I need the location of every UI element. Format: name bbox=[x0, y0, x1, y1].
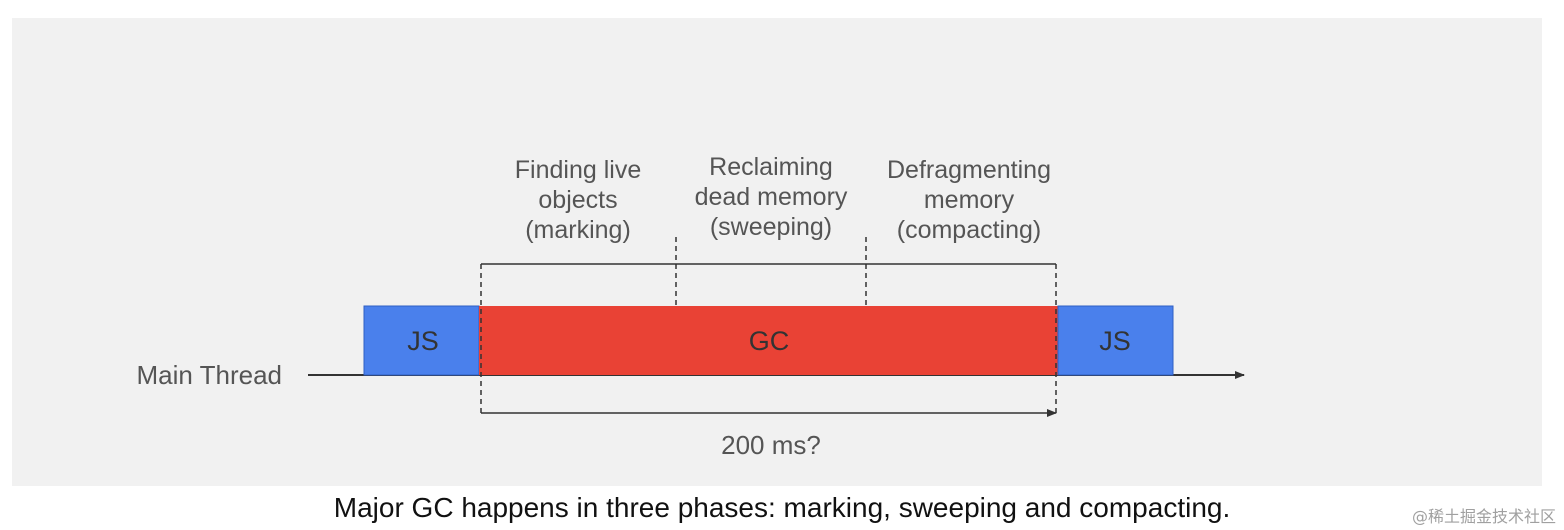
main-thread-label: Main Thread bbox=[137, 360, 283, 390]
phase-marking-line2: objects bbox=[538, 186, 617, 214]
js-block-before-label: JS bbox=[407, 326, 439, 356]
phase-compacting-label: Defragmenting memory (compacting) bbox=[887, 156, 1051, 244]
figure-caption: Major GC happens in three phases: markin… bbox=[333, 492, 1231, 523]
phase-sweeping-line2: dead memory bbox=[695, 183, 848, 211]
phase-compacting-line3: (compacting) bbox=[897, 216, 1042, 244]
phase-compacting-line1: Defragmenting bbox=[887, 156, 1051, 184]
phase-sweeping-line3: (sweeping) bbox=[710, 213, 832, 241]
phase-marking-line3: (marking) bbox=[525, 216, 631, 244]
phase-marking-line1: Finding live bbox=[515, 156, 641, 184]
watermark: @稀土掘金技术社区 bbox=[1411, 507, 1556, 526]
phase-marking-label: Finding live objects (marking) bbox=[515, 156, 641, 244]
js-block-after bbox=[1057, 305, 1174, 376]
phase-compacting-line2: memory bbox=[924, 186, 1015, 214]
js-block-after-label: JS bbox=[1099, 326, 1131, 356]
gc-block-label: GC bbox=[749, 326, 790, 356]
phase-sweeping-line1: Reclaiming bbox=[709, 153, 833, 181]
phase-sweeping-label: Reclaiming dead memory (sweeping) bbox=[695, 153, 848, 241]
diagram-panel bbox=[12, 18, 1542, 486]
duration-label: 200 ms? bbox=[721, 430, 821, 460]
gc-block bbox=[479, 306, 1058, 375]
